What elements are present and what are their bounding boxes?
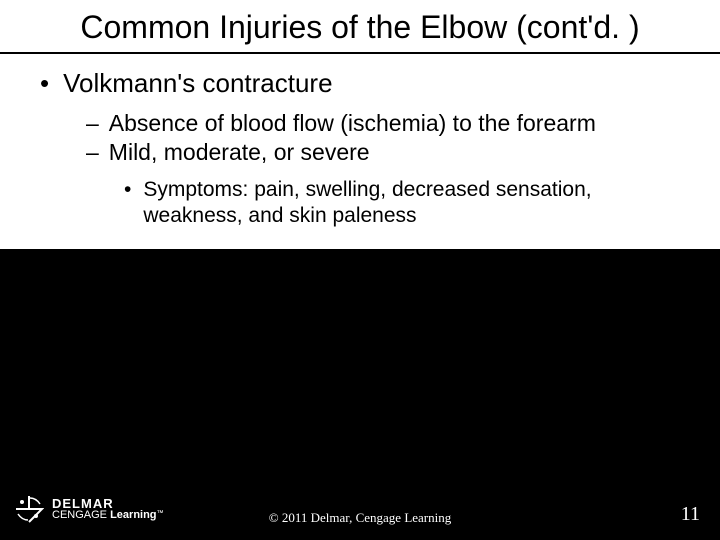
logo-text: DELMAR CENGAGE Learning™ bbox=[52, 497, 164, 521]
bullet-level2: – Absence of blood flow (ischemia) to th… bbox=[86, 109, 690, 138]
logo-cengage-text: CENGAGE Learning™ bbox=[52, 510, 164, 521]
bullet-l3-text: Symptoms: pain, swelling, decreased sens… bbox=[143, 177, 663, 230]
bullet-dash-icon: – bbox=[86, 109, 99, 138]
bullet-l1-text: Volkmann's contracture bbox=[63, 68, 332, 99]
slide-title: Common Injuries of the Elbow (cont'd. ) bbox=[20, 8, 700, 46]
bullet-dash-icon: – bbox=[86, 138, 99, 167]
bullet-level2: – Mild, moderate, or severe bbox=[86, 138, 690, 167]
publisher-logo: DELMAR CENGAGE Learning™ bbox=[14, 494, 164, 524]
bullet-l2b-text: Mild, moderate, or severe bbox=[109, 138, 370, 167]
page-number: 11 bbox=[681, 503, 700, 526]
bullet-dot-icon: • bbox=[40, 68, 49, 99]
title-area: Common Injuries of the Elbow (cont'd. ) bbox=[0, 0, 720, 52]
content-area: • Volkmann's contracture – Absence of bl… bbox=[0, 54, 720, 249]
footer: DELMAR CENGAGE Learning™ © 2011 Delmar, … bbox=[0, 480, 720, 540]
delmar-logo-icon bbox=[14, 494, 44, 524]
bullet-l2a-text: Absence of blood flow (ischemia) to the … bbox=[109, 109, 596, 138]
bullet-level1: • Volkmann's contracture bbox=[40, 68, 690, 99]
bullet-dot-icon: • bbox=[124, 177, 131, 230]
bullet-level3: • Symptoms: pain, swelling, decreased se… bbox=[124, 177, 690, 230]
copyright-text: © 2011 Delmar, Cengage Learning bbox=[269, 510, 452, 526]
